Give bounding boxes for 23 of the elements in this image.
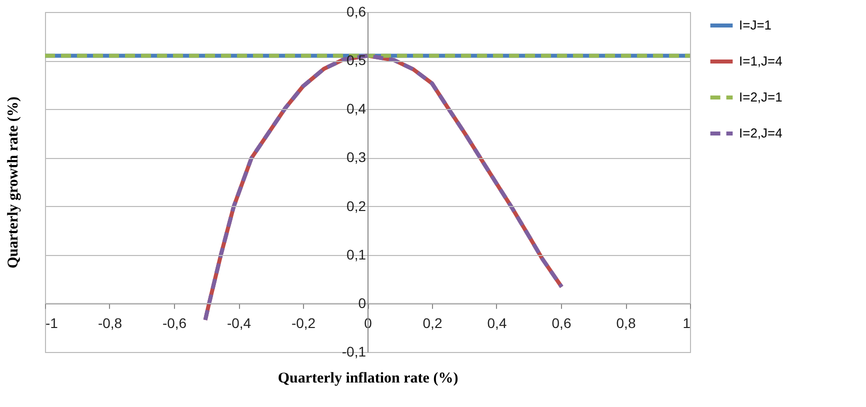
x-tick-label: 0,4 (487, 314, 507, 331)
y-tick-label: 0,2 (346, 198, 366, 214)
legend-label: I=2,J=4 (739, 126, 782, 140)
legend-label: I=J=1 (739, 18, 772, 32)
x-tick-label: 1 (682, 314, 691, 331)
y-tick-label: -0,1 (342, 344, 366, 360)
y-tick-label: 0,4 (346, 100, 366, 117)
legend-label: I=2,J=1 (739, 90, 782, 104)
x-tick-label: -0,6 (162, 314, 187, 331)
y-tick-label: 0 (358, 294, 366, 311)
x-tick-label: 0,8 (616, 314, 636, 331)
y-tick-label: 0,3 (346, 149, 366, 166)
y-axis-title: Quarterly growth rate (%) (6, 96, 22, 268)
x-tick-label: -0,8 (98, 314, 122, 331)
x-tick-label: -1 (46, 314, 58, 331)
x-axis-title: Quarterly inflation rate (%) (278, 370, 458, 386)
x-tick-label: 0,6 (552, 314, 572, 331)
y-tick-label: 0,1 (346, 246, 366, 262)
legend-label: I=1,J=4 (739, 54, 782, 68)
x-tick-label: 0,2 (422, 314, 442, 331)
x-tick-label: -0,4 (226, 314, 252, 331)
y-tick-label: 0,6 (346, 4, 366, 20)
x-tick-label: -0,2 (291, 314, 316, 331)
